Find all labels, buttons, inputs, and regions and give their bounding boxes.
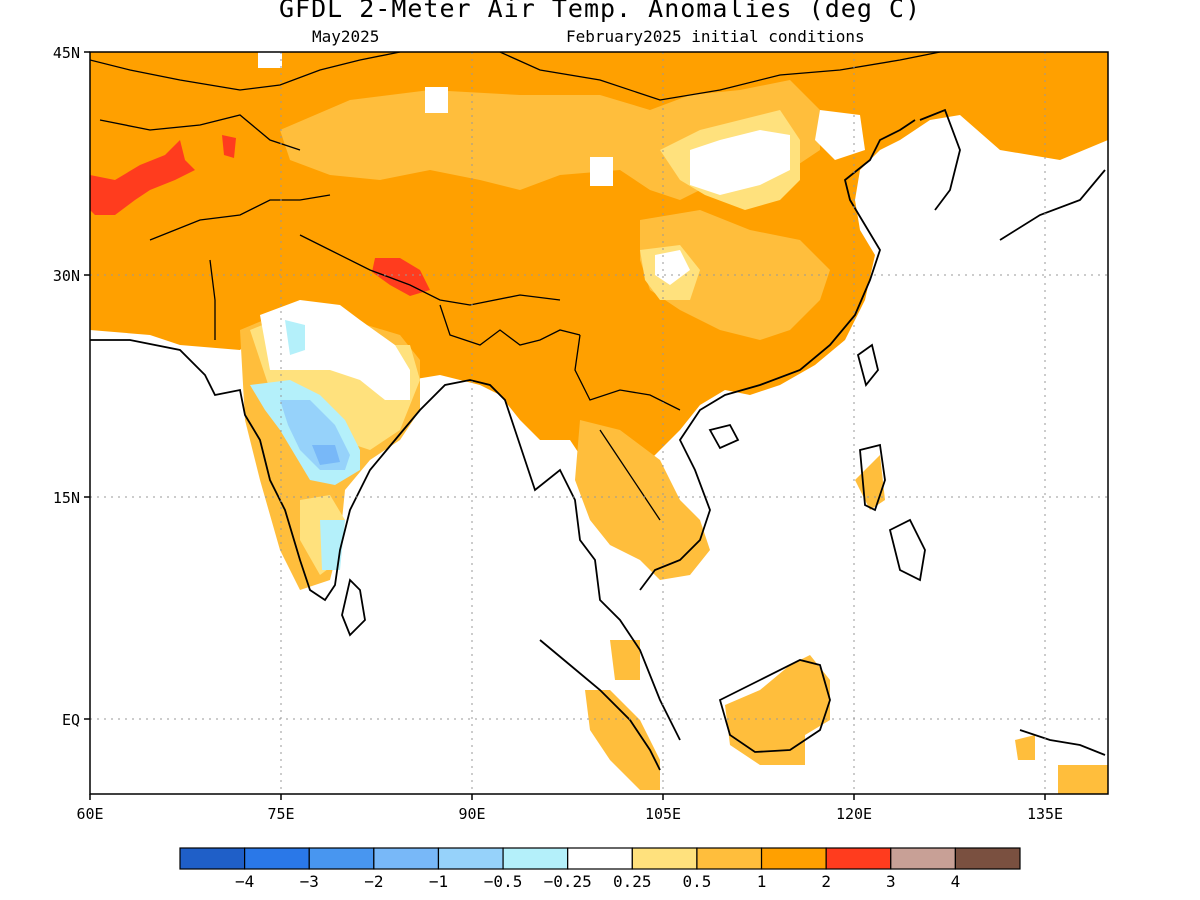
colorbar-label: −4 — [235, 872, 254, 891]
country-borders — [90, 52, 941, 521]
anomaly-region-near-zero — [590, 157, 613, 186]
lat-tick-label: 15N — [53, 489, 80, 507]
map-frame — [89, 51, 1109, 795]
colorbar-label: 0.25 — [613, 872, 652, 891]
colorbar-swatch — [890, 847, 956, 870]
colorbar: −4 −3 −2 −1 −0.5 −0.25 0.25 0.5 1 2 3 4 — [179, 847, 1021, 891]
anomaly-region-0.5to1 — [610, 640, 640, 680]
anomaly-region-near-zero — [690, 130, 790, 195]
colorbar-label: 3 — [886, 872, 896, 891]
anomaly-field — [90, 52, 1108, 794]
colorbar-label: −0.25 — [544, 872, 592, 891]
colorbar-swatch — [179, 847, 246, 870]
colorbar-label: −2 — [364, 872, 383, 891]
lon-tick-label: 135E — [1027, 805, 1063, 823]
colorbar-swatch — [502, 847, 569, 870]
anomaly-region-0.5to1 — [1058, 765, 1108, 794]
forecast-month: May2025 — [312, 27, 380, 46]
colorbar-label: 1 — [757, 872, 767, 891]
anomaly-region-2to3 — [90, 140, 195, 215]
lat-labels: 45N 30N 15N EQ — [53, 44, 80, 729]
anomaly-region-near-zero — [258, 52, 282, 68]
anomaly-region-neg2to1 — [312, 445, 340, 465]
lon-tick-label: 105E — [645, 805, 681, 823]
colorbar-swatch — [954, 847, 1021, 870]
anomaly-region-0.5to1 — [725, 655, 830, 765]
anomaly-region-0.5to1 — [1015, 735, 1035, 760]
lon-labels: 60E 75E 90E 105E 120E 135E — [76, 805, 1063, 823]
colorbar-label: −3 — [300, 872, 319, 891]
colorbar-swatch — [825, 847, 892, 870]
gridlines — [90, 52, 1108, 794]
colorbar-swatch — [631, 847, 698, 870]
lon-tick-label: 75E — [267, 805, 294, 823]
anomaly-region-0.5to1 — [575, 420, 710, 580]
colorbar-label: −1 — [429, 872, 448, 891]
colorbar-swatch — [760, 847, 827, 870]
lat-tick-label: EQ — [62, 711, 80, 729]
anomaly-region-0.5to1 — [855, 455, 885, 510]
colorbar-swatch — [244, 847, 310, 870]
lon-tick-label: 90E — [458, 805, 485, 823]
coastlines — [90, 108, 1106, 771]
colorbar-label: 2 — [821, 872, 831, 891]
tick-marks — [84, 51, 1046, 800]
colorbar-swatch — [567, 847, 633, 870]
lat-tick-label: 45N — [53, 44, 80, 62]
lat-tick-label: 30N — [53, 267, 80, 285]
colorbar-swatch — [308, 847, 375, 870]
anomaly-region-2to3 — [372, 258, 430, 296]
anomaly-region-near-zero — [655, 250, 690, 285]
anomaly-region-0.5to1 — [585, 690, 660, 790]
lon-tick-label: 120E — [836, 805, 872, 823]
anomaly-region-neg0.5to0.25 — [285, 320, 305, 355]
chart-title: GFDL 2-Meter Air Temp. Anomalies (deg C) — [278, 0, 922, 23]
lon-tick-label: 60E — [76, 805, 103, 823]
initial-conditions: February2025 initial conditions — [566, 27, 865, 46]
anomaly-region-near-zero — [815, 110, 865, 160]
colorbar-swatch — [373, 847, 440, 870]
colorbar-swatch — [437, 847, 504, 870]
colorbar-label: 4 — [951, 872, 961, 891]
anomaly-region-near-zero — [425, 87, 448, 113]
colorbar-label: −0.5 — [484, 872, 523, 891]
colorbar-label: 0.5 — [682, 872, 711, 891]
anomaly-region-2to3 — [222, 135, 236, 158]
colorbar-swatch — [696, 847, 763, 870]
